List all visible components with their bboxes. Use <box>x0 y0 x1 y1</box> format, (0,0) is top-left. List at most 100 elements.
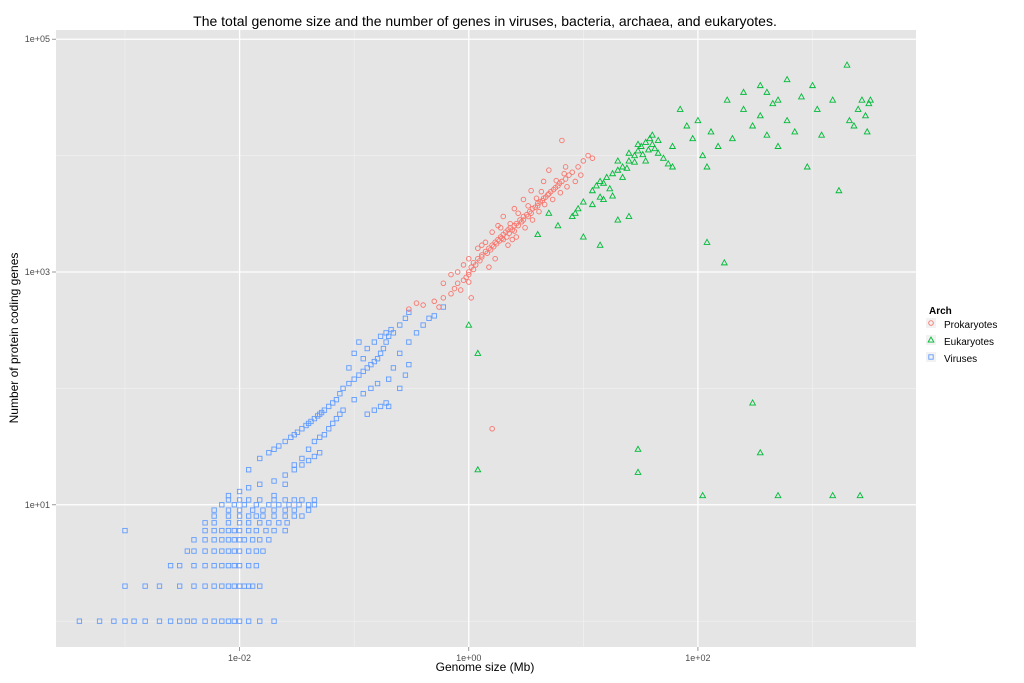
prokaryotes-point <box>406 306 412 312</box>
eukaryotes-point <box>618 173 627 180</box>
eukaryotes-point <box>554 221 562 229</box>
prokaryotes-point <box>511 205 518 212</box>
viruses-point <box>202 548 208 554</box>
eukaryotes-point <box>634 140 642 147</box>
prokaryotes-point <box>572 178 579 185</box>
viruses-point <box>351 376 357 382</box>
viruses-point <box>383 330 389 336</box>
viruses-point <box>276 443 282 449</box>
viruses-point <box>364 365 370 371</box>
viruses-point <box>364 411 370 417</box>
viruses-point <box>340 385 346 392</box>
prokaryotes-point <box>520 217 527 223</box>
viruses-point <box>225 537 232 543</box>
viruses-point <box>177 583 183 589</box>
viruses-point <box>191 537 197 543</box>
viruses-point <box>122 527 128 534</box>
prokaryotes-point <box>448 271 454 278</box>
viruses-point <box>276 520 282 526</box>
viruses-point <box>402 372 409 378</box>
prokaryotes-point <box>484 250 490 256</box>
viruses-point <box>131 618 137 624</box>
viruses-point <box>167 618 174 624</box>
eukaryotes-point <box>668 142 677 149</box>
eukaryotes-point <box>579 198 587 205</box>
prokaryotes-point <box>515 222 521 229</box>
prokaryotes-point <box>489 426 495 432</box>
eukaryotes-point <box>659 154 668 161</box>
viruses-point <box>271 527 277 534</box>
eukaryotes-point <box>642 157 650 164</box>
prokaryotes-point <box>528 187 534 194</box>
viruses-point <box>96 618 103 624</box>
viruses-point <box>246 513 252 519</box>
prokaryotes-point <box>482 239 489 246</box>
eukaryotes-point <box>639 150 647 158</box>
prokaryotes-point <box>533 195 540 202</box>
viruses-point <box>351 397 357 403</box>
eukaryotes-point <box>689 134 697 142</box>
viruses-point <box>231 548 237 554</box>
eukaryotes-point <box>608 169 617 177</box>
eukaryotes-point <box>634 146 642 154</box>
viruses-point <box>299 455 305 462</box>
eukaryotes-point <box>728 134 737 142</box>
viruses-point <box>225 618 232 624</box>
eukaryotes-point <box>608 192 617 199</box>
viruses-point <box>156 583 163 589</box>
viruses-point <box>246 520 252 526</box>
eukaryotes-point <box>465 321 473 328</box>
viruses-point <box>282 507 288 513</box>
eukaryotes-point <box>756 111 764 119</box>
prokaryotes-point <box>536 208 542 215</box>
eukaryotes-point <box>568 212 576 220</box>
prokaryotes-point <box>562 164 569 170</box>
viruses-point <box>271 478 277 484</box>
x-tick-label: 1e+00 <box>456 653 481 663</box>
viruses-point <box>219 583 225 589</box>
viruses-point <box>246 548 252 554</box>
prokaryotes-point <box>440 280 447 287</box>
eukaryotes-point <box>694 116 702 124</box>
viruses-point <box>211 507 217 513</box>
viruses-point <box>420 322 426 328</box>
prokaryotes-point <box>436 304 442 310</box>
y-tick-label: 1e+03 <box>25 267 50 277</box>
eukaryotes-point <box>723 96 731 103</box>
viruses-point <box>377 350 384 357</box>
viruses-point <box>346 365 352 371</box>
viruses-point <box>257 537 263 543</box>
prokaryotes-point <box>557 189 564 196</box>
eukaryotes-point <box>707 127 715 135</box>
legend-label-prokaryotes: Prokaryotes <box>944 320 997 331</box>
eukaryotes-point <box>797 92 806 100</box>
prokaryotes-point <box>529 205 536 212</box>
eukaryotes-point <box>703 238 711 245</box>
viruses-point <box>211 520 217 526</box>
viruses-point <box>371 358 377 365</box>
viruses-point <box>225 492 232 499</box>
eukaryotes-point <box>803 162 811 170</box>
prokaryotes-point <box>541 201 548 208</box>
grid-lines <box>56 30 916 647</box>
prokaryotes-point <box>525 203 531 209</box>
eukaryotes-point <box>756 81 764 89</box>
viruses-point <box>225 548 232 554</box>
viruses-point <box>236 488 243 495</box>
viruses-point <box>266 537 272 543</box>
viruses-point <box>271 618 277 624</box>
prokaryotes-point <box>561 170 567 177</box>
viruses-point <box>321 407 328 413</box>
eukaryotes-point <box>756 448 764 456</box>
viruses-point <box>219 537 225 543</box>
eukaryotes-point <box>664 159 672 167</box>
viruses-point <box>257 455 263 462</box>
viruses-point <box>219 618 225 624</box>
viruses-point <box>184 548 190 554</box>
eukaryotes-point <box>699 151 707 159</box>
eukaryotes-point <box>783 75 791 83</box>
viruses-point <box>356 339 362 345</box>
viruses-point <box>311 497 318 503</box>
eukaryotes-point <box>739 105 748 112</box>
eukaryotes-point <box>714 142 722 149</box>
